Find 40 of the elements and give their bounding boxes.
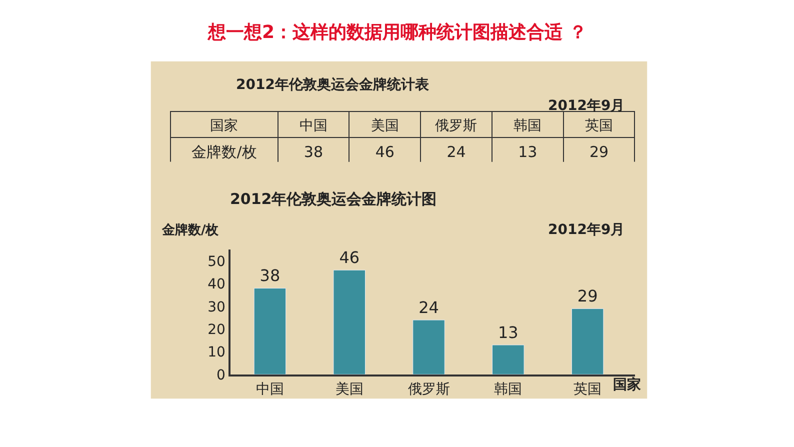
text: 2012年9月 xyxy=(548,222,625,238)
y-tick-label: 40 xyxy=(208,276,226,293)
text: 29 xyxy=(589,142,609,161)
text: 金牌数/枚 xyxy=(192,142,257,161)
category-label: 英国 xyxy=(585,118,614,134)
chart-subtitle: 2012年伦敦奥运会金牌统计图 xyxy=(230,190,437,208)
y-tick-label: 30 xyxy=(208,299,226,316)
category-label: 美国 xyxy=(370,118,399,134)
bar xyxy=(412,320,445,374)
text: 24 xyxy=(446,142,466,161)
category-label: 中国 xyxy=(299,118,328,134)
data-label: 38 xyxy=(260,266,280,286)
x-axis-title: 国家 xyxy=(613,376,641,393)
x-tick-label: 英国 xyxy=(574,381,602,398)
data-label: 24 xyxy=(418,298,439,318)
y-axis-title: 金牌数/枚 xyxy=(161,222,220,238)
x-tick-label: 美国 xyxy=(335,381,364,398)
bar xyxy=(492,344,524,374)
text: 2012年9月 xyxy=(548,98,625,114)
y-tick-label: 50 xyxy=(208,254,226,270)
text: 国家 xyxy=(210,118,238,134)
chart-title: 想一想2：这样的数据用哪种统计图描述合适 ？ xyxy=(207,22,587,43)
y-tick-label: 10 xyxy=(208,344,226,361)
bar xyxy=(254,288,286,374)
data-label: 13 xyxy=(498,322,518,342)
y-tick-label: 20 xyxy=(208,322,226,338)
text: 38 xyxy=(304,142,324,161)
x-tick-label: 中国 xyxy=(256,381,284,398)
x-tick-label: 韩国 xyxy=(494,381,522,398)
data-label: 46 xyxy=(339,248,360,268)
text: 2012年伦敦奥运会金牌统计表 xyxy=(236,76,430,93)
y-tick-label: 0 xyxy=(216,367,226,384)
x-tick-label: 俄罗斯 xyxy=(408,381,450,398)
data-label: 29 xyxy=(577,286,598,306)
bar xyxy=(571,308,604,374)
bar xyxy=(333,270,366,374)
category-label: 俄罗斯 xyxy=(435,118,478,134)
text: 13 xyxy=(518,142,538,161)
category-label: 韩国 xyxy=(514,118,542,134)
text: 46 xyxy=(375,142,394,161)
